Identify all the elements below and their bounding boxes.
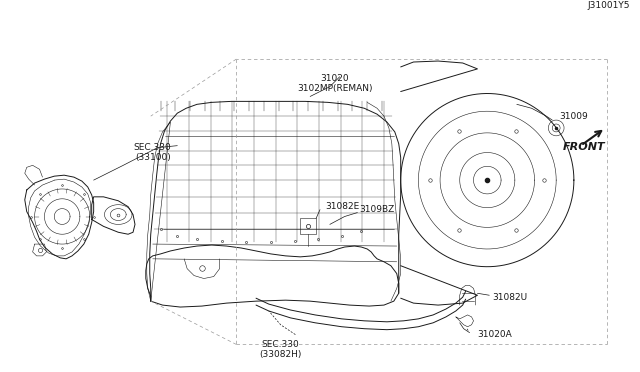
- Text: 31009: 31009: [559, 112, 588, 121]
- Text: SEC.330
(33100): SEC.330 (33100): [134, 143, 172, 162]
- Text: FRONT: FRONT: [563, 142, 605, 151]
- Text: 31082E: 31082E: [325, 202, 359, 211]
- Bar: [300, 218, 316, 234]
- Text: J31001Y5: J31001Y5: [588, 1, 630, 10]
- Text: 31020A: 31020A: [477, 330, 512, 339]
- Text: 31082U: 31082U: [492, 293, 527, 302]
- Text: 3109BZ: 3109BZ: [360, 205, 395, 214]
- Text: 31020
3102MP(REMAN): 31020 3102MP(REMAN): [297, 74, 372, 93]
- Text: SEC.330
(33082H): SEC.330 (33082H): [259, 340, 302, 359]
